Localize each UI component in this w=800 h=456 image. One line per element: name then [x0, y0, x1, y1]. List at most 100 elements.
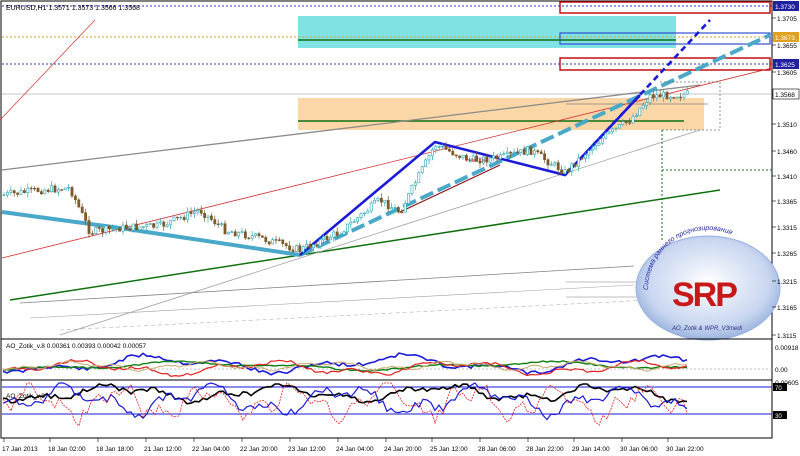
- grey-parallel-1[interactable]: [19, 265, 635, 304]
- resistance-zone-box[interactable]: [298, 16, 676, 48]
- candle-body: [454, 154, 458, 157]
- osc-axis-30: 30: [775, 414, 782, 420]
- candle-body: [529, 146, 533, 155]
- candle-body: [138, 226, 142, 231]
- time-axis-label: 30 Jan 06:00: [620, 446, 658, 453]
- candle-body: [386, 199, 390, 210]
- candle-body: [352, 221, 356, 223]
- candle-body: [108, 225, 111, 230]
- ao-indicator-pane[interactable]: AO_Zotik_v.8 0.00361 0.00393 0.00042 0.0…: [2, 343, 772, 378]
- marker-box-orange[interactable]: [559, 32, 771, 45]
- price-axis-label: 1.3315: [777, 225, 797, 232]
- osc-axis-70: 70: [775, 386, 782, 392]
- candle-body: [651, 94, 655, 99]
- candle-body: [403, 203, 407, 213]
- price-axis-label: 1.3605: [777, 70, 797, 77]
- time-axis-label: 18 Jan 18:00: [96, 446, 134, 453]
- osc-title: AO_Zotik_v.8: [6, 393, 45, 400]
- symbol-info: EURUSD,H1 1.3571 1.3573 1.3566 1.3568: [6, 5, 140, 12]
- candle-body: [148, 223, 152, 225]
- candle-body: [424, 159, 428, 167]
- candle-body: [16, 192, 20, 195]
- candle-body: [247, 237, 251, 240]
- candle-body: [373, 200, 377, 204]
- candle-body: [430, 149, 434, 157]
- candle-body: [458, 155, 462, 158]
- candle-body: [461, 154, 465, 158]
- channel-lower-grey[interactable]: [59, 129, 701, 336]
- oscillator-pane[interactable]: AO_Zotik_v.8: [2, 382, 772, 427]
- candle-body: [447, 149, 451, 152]
- candle-body: [634, 115, 638, 117]
- candle-body: [271, 239, 275, 245]
- candle-body: [210, 215, 213, 220]
- candle-body: [672, 96, 676, 99]
- candle-body: [495, 155, 499, 160]
- candle-body: [227, 231, 230, 235]
- candle-body: [451, 150, 455, 156]
- candle-body: [566, 169, 570, 172]
- candle-body: [67, 187, 71, 189]
- candle-body: [220, 223, 224, 225]
- time-axis-label: 24 Jan 04:00: [336, 446, 374, 453]
- candle-body: [152, 223, 156, 228]
- osc-blue-line[interactable]: [2, 382, 688, 421]
- candle-body: [332, 231, 336, 238]
- time-axis-label: 22 Jan 04:00: [192, 446, 230, 453]
- candle-body: [400, 211, 404, 214]
- price-axis-label: 1.3460: [777, 149, 797, 156]
- candle-body: [213, 219, 217, 225]
- osc-black-line[interactable]: [2, 383, 688, 405]
- candle-body: [94, 227, 98, 234]
- teal-uptrend-dashed[interactable]: [299, 33, 771, 257]
- channel-red[interactable]: [1, 67, 773, 259]
- candle-body: [665, 91, 669, 100]
- candle-body: [118, 227, 122, 232]
- candle-body: [22, 190, 26, 193]
- trendline-green[interactable]: [9, 189, 721, 301]
- candle-body: [56, 189, 60, 193]
- candle-body: [417, 172, 421, 184]
- candlesticks[interactable]: [2, 87, 689, 257]
- candle-body: [264, 237, 268, 242]
- candle-body: [281, 239, 285, 244]
- wave-projection-dashed[interactable]: [564, 19, 711, 176]
- price-axis-label: 1.3655: [777, 43, 797, 50]
- price-axis-label: 1.3115: [777, 333, 797, 340]
- candle-body: [6, 192, 9, 196]
- candle-body: [359, 213, 363, 218]
- candle-body: [413, 182, 417, 186]
- ao-title: AO_Zotik_v.8 0.00361 0.00393 0.00042 0.0…: [6, 343, 146, 350]
- candle-body: [77, 199, 81, 208]
- candle-body: [26, 187, 30, 193]
- candle-body: [345, 223, 349, 233]
- ao-tan-line: [2, 360, 688, 373]
- candle-body: [193, 211, 196, 214]
- marker-box-top[interactable]: [559, 1, 771, 14]
- candle-body: [19, 190, 23, 195]
- channel-upper-grey[interactable]: [1, 84, 701, 171]
- candle-body: [199, 209, 203, 214]
- osc-axis-70-bg: [773, 383, 787, 391]
- ao-red-line[interactable]: [2, 358, 688, 378]
- candle-body: [196, 209, 200, 213]
- candle-body: [206, 215, 210, 218]
- candle-body: [70, 187, 74, 197]
- candle-body: [362, 212, 366, 215]
- candle-body: [675, 96, 679, 99]
- candle-body: [621, 121, 625, 125]
- candle-body: [441, 146, 445, 148]
- candle-body: [216, 223, 220, 225]
- candle-body: [84, 212, 88, 221]
- candle-body: [342, 231, 346, 235]
- candle-body: [308, 244, 312, 249]
- candle-body: [546, 159, 550, 166]
- candle-body: [233, 231, 237, 237]
- candle-body: [277, 239, 281, 241]
- candle-body: [366, 210, 370, 214]
- osc-red-line[interactable]: [2, 382, 688, 427]
- candle-body: [267, 241, 271, 245]
- candle-body: [526, 146, 530, 155]
- price-marker-blue-bg: [773, 59, 799, 69]
